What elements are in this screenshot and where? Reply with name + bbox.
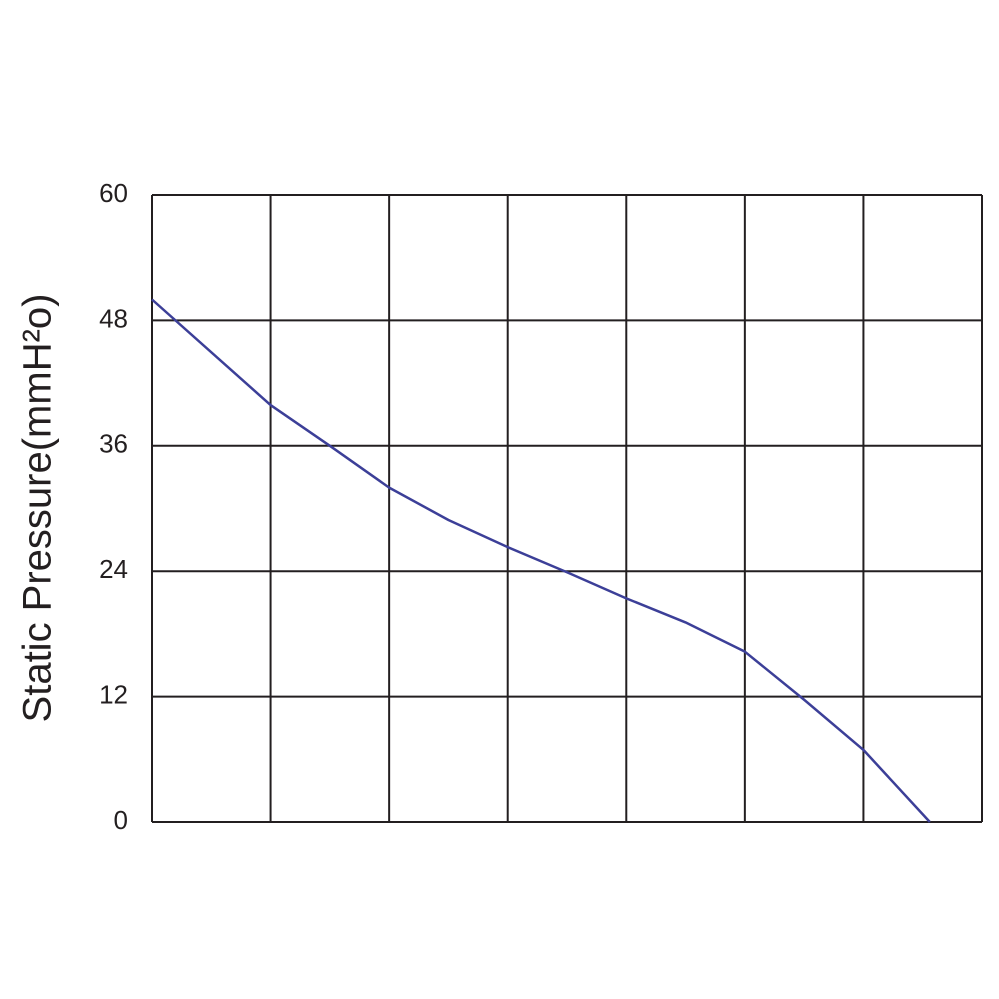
line [151, 298, 931, 823]
y-tick-label: 0 [114, 805, 128, 835]
y-tick-label: 60 [99, 178, 128, 208]
y-tick-label: 36 [99, 429, 128, 459]
y-tick-label: 24 [99, 554, 128, 584]
y-tick-label: 48 [99, 303, 128, 333]
y-tick-label: 12 [99, 679, 128, 709]
y-axis-title: Static Pressure(mmH²o) [16, 294, 60, 723]
